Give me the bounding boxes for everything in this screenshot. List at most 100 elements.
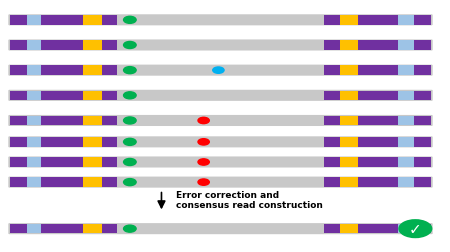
Bar xyxy=(27,66,41,76)
Bar xyxy=(103,116,117,126)
Bar xyxy=(103,91,117,101)
Bar xyxy=(340,178,358,187)
Circle shape xyxy=(398,219,432,238)
Bar xyxy=(41,91,83,101)
Bar xyxy=(358,16,398,25)
Circle shape xyxy=(124,159,136,166)
Bar xyxy=(358,224,398,234)
Bar xyxy=(324,91,340,101)
Bar xyxy=(398,158,414,167)
Bar xyxy=(414,158,432,167)
Bar xyxy=(358,138,398,147)
Bar xyxy=(27,16,41,25)
Bar xyxy=(9,224,27,234)
Circle shape xyxy=(198,139,209,145)
Bar xyxy=(324,116,340,126)
Circle shape xyxy=(124,139,136,146)
Bar xyxy=(398,66,414,76)
Bar xyxy=(41,138,83,147)
Bar xyxy=(398,224,414,234)
Bar xyxy=(324,66,340,76)
Bar xyxy=(41,66,83,76)
Text: Error correction and
consensus read construction: Error correction and consensus read cons… xyxy=(176,190,323,209)
Bar xyxy=(41,16,83,25)
Bar xyxy=(398,41,414,51)
Bar xyxy=(41,158,83,167)
Bar xyxy=(9,66,27,76)
Bar xyxy=(103,178,117,187)
Bar xyxy=(9,158,27,167)
Bar xyxy=(398,178,414,187)
Bar xyxy=(324,16,340,25)
Circle shape xyxy=(198,118,209,124)
Circle shape xyxy=(124,67,136,74)
Bar xyxy=(414,178,432,187)
Bar xyxy=(9,116,27,126)
Bar xyxy=(340,41,358,51)
Bar xyxy=(358,116,398,126)
Bar xyxy=(398,116,414,126)
FancyBboxPatch shape xyxy=(8,177,433,188)
Bar xyxy=(9,16,27,25)
Bar xyxy=(27,178,41,187)
Bar xyxy=(27,116,41,126)
Bar xyxy=(83,138,103,147)
Bar xyxy=(103,16,117,25)
Bar xyxy=(414,41,432,51)
Bar xyxy=(27,91,41,101)
Bar xyxy=(340,91,358,101)
Bar xyxy=(414,138,432,147)
Bar xyxy=(103,66,117,76)
Bar xyxy=(414,116,432,126)
Bar xyxy=(340,16,358,25)
FancyBboxPatch shape xyxy=(8,40,433,51)
Bar xyxy=(340,158,358,167)
Bar xyxy=(9,91,27,101)
Bar xyxy=(358,158,398,167)
FancyBboxPatch shape xyxy=(8,137,433,148)
Circle shape xyxy=(213,68,224,74)
Bar xyxy=(83,91,103,101)
Bar xyxy=(41,116,83,126)
Bar xyxy=(340,138,358,147)
FancyBboxPatch shape xyxy=(8,115,433,127)
Bar xyxy=(414,224,432,234)
Bar xyxy=(27,138,41,147)
Bar xyxy=(41,41,83,51)
Circle shape xyxy=(124,92,136,100)
Bar xyxy=(83,158,103,167)
Bar xyxy=(9,41,27,51)
Circle shape xyxy=(124,42,136,49)
Bar xyxy=(103,41,117,51)
Bar xyxy=(27,158,41,167)
Bar xyxy=(324,41,340,51)
Circle shape xyxy=(198,179,209,185)
FancyBboxPatch shape xyxy=(8,15,433,26)
Bar xyxy=(103,138,117,147)
FancyBboxPatch shape xyxy=(8,65,433,76)
Bar xyxy=(324,224,340,234)
FancyBboxPatch shape xyxy=(8,157,433,168)
Bar xyxy=(414,66,432,76)
Bar xyxy=(358,178,398,187)
Bar xyxy=(398,91,414,101)
Bar xyxy=(340,116,358,126)
Bar xyxy=(340,66,358,76)
Circle shape xyxy=(124,17,136,24)
Bar xyxy=(27,224,41,234)
Circle shape xyxy=(124,225,136,232)
Bar xyxy=(103,224,117,234)
Text: ✓: ✓ xyxy=(409,221,422,236)
Bar xyxy=(324,178,340,187)
Bar xyxy=(9,138,27,147)
Bar xyxy=(358,66,398,76)
Bar xyxy=(41,224,83,234)
Bar xyxy=(324,138,340,147)
Bar xyxy=(414,91,432,101)
FancyBboxPatch shape xyxy=(8,90,433,102)
Bar xyxy=(83,16,103,25)
Bar xyxy=(398,138,414,147)
Bar xyxy=(324,158,340,167)
Bar xyxy=(103,158,117,167)
Bar xyxy=(83,41,103,51)
